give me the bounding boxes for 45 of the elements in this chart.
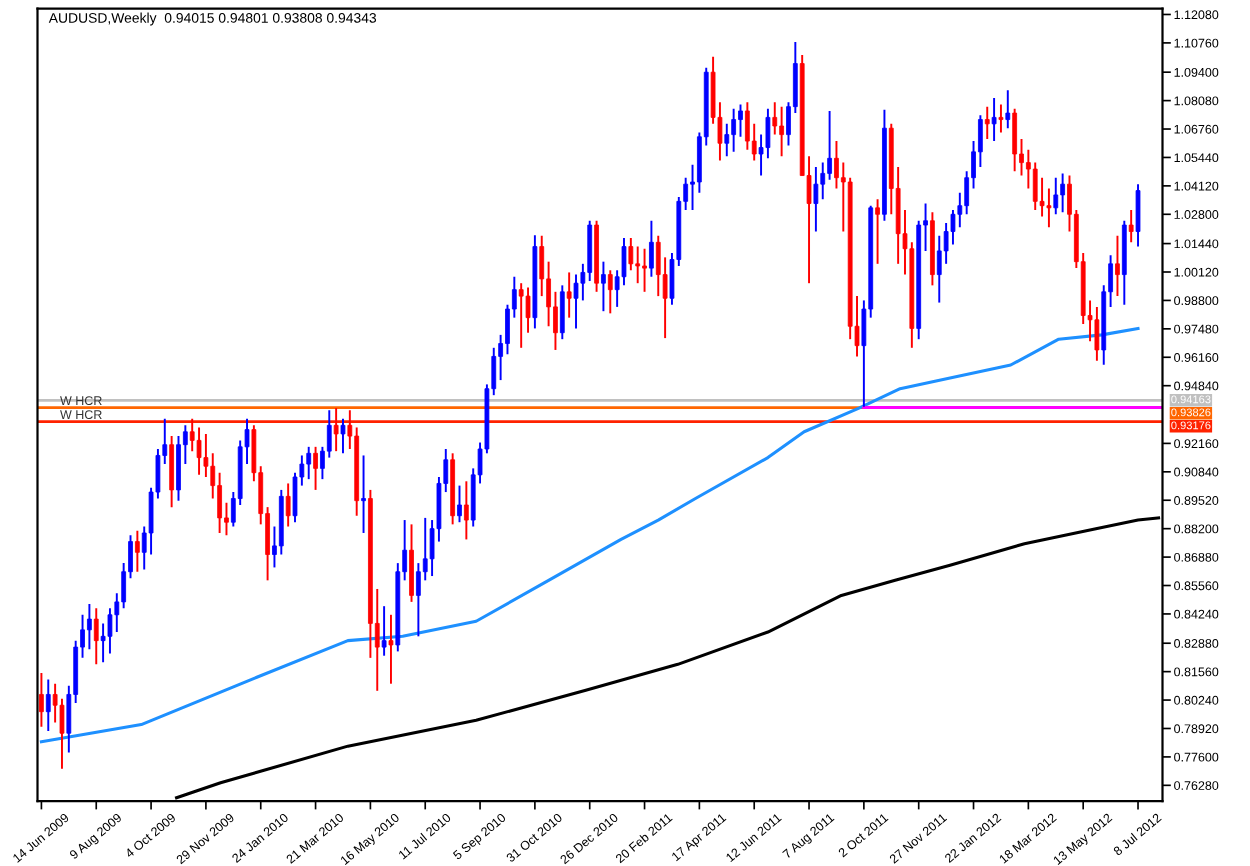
candlestick — [361, 454, 366, 534]
candlestick — [724, 122, 730, 158]
candlestick — [409, 523, 414, 603]
candlestick — [559, 284, 565, 341]
candlestick — [381, 605, 387, 657]
candlestick — [39, 671, 44, 728]
candlestick — [991, 97, 997, 143]
candlestick — [566, 271, 572, 319]
candlestick — [1053, 176, 1059, 216]
candlestick — [1115, 234, 1120, 298]
candlestick — [1135, 183, 1141, 248]
candlestick — [169, 435, 175, 509]
candlestick — [463, 480, 469, 541]
candlestick — [1060, 172, 1066, 214]
candlestick — [285, 482, 291, 528]
candlestick — [457, 484, 462, 524]
candlestick — [813, 165, 819, 233]
candlestick — [731, 107, 737, 153]
candlestick — [518, 282, 524, 349]
candlestick — [306, 445, 312, 481]
candlestick — [779, 105, 784, 158]
candlestick — [607, 269, 613, 315]
candlestick — [1032, 161, 1038, 211]
candlestick — [1012, 107, 1018, 173]
candlestick — [998, 103, 1004, 134]
candlestick — [340, 417, 346, 455]
candlestick — [313, 445, 318, 491]
candlestick — [1005, 89, 1011, 130]
candlestick — [601, 260, 606, 313]
candlestick — [628, 237, 634, 272]
candlestick — [87, 603, 92, 651]
candlestick — [45, 678, 51, 733]
candlestick — [649, 219, 654, 278]
candlestick — [642, 247, 647, 293]
candlestick — [196, 426, 202, 476]
candlestick — [875, 198, 880, 265]
candlestick — [134, 529, 140, 573]
candlestick — [388, 613, 394, 685]
candlestick — [1094, 305, 1100, 362]
candlestick — [1128, 209, 1134, 244]
candlestick — [93, 607, 99, 666]
candlestick — [635, 245, 641, 285]
candlestick — [333, 407, 339, 453]
candlestick — [772, 101, 778, 136]
candlestick — [984, 105, 990, 140]
